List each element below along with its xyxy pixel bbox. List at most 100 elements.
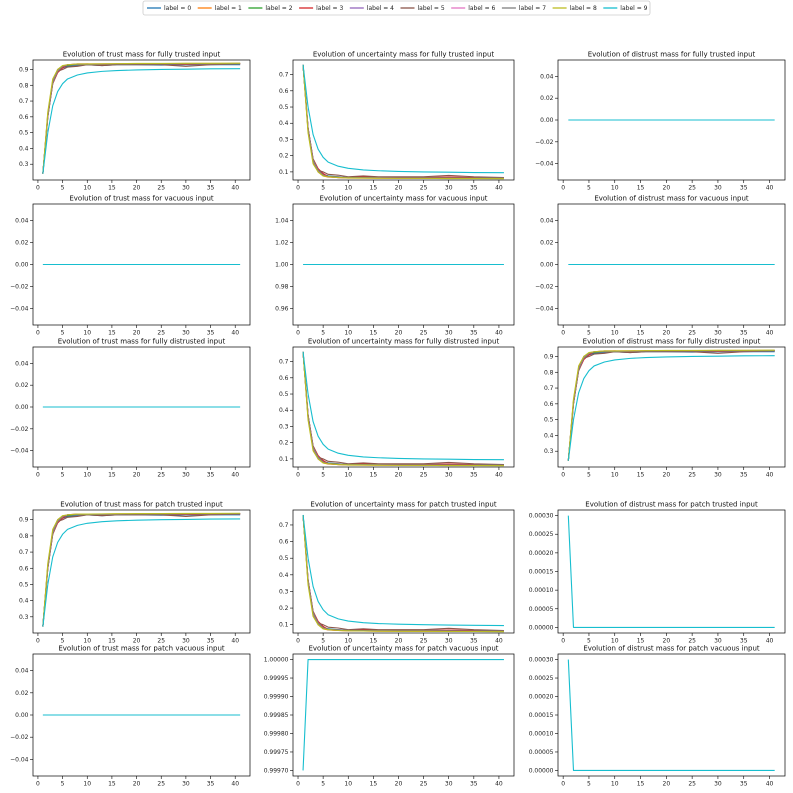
subplot-title: Evolution of trust mass for patch vacuou… <box>58 645 225 653</box>
axes-frame <box>292 203 515 326</box>
x-tick-label: 30 <box>445 638 453 645</box>
y-tick-label: 0.1 <box>279 456 289 463</box>
x-tick-label: 5 <box>61 330 65 337</box>
series-line-4 <box>567 350 775 461</box>
x-tick-label: 20 <box>395 638 403 645</box>
subplot-7: Evolution of trust mass for fully distru… <box>10 338 251 479</box>
y-tick-label: 0.02 <box>15 382 29 389</box>
y-tick-label: 0.1 <box>279 622 289 629</box>
x-tick-label: 25 <box>420 472 428 479</box>
legend-label: label = 0 <box>164 5 191 12</box>
x-tick-label: 5 <box>61 638 65 645</box>
y-tick-label: 0.00005 <box>529 749 554 756</box>
x-tick-label: 25 <box>688 472 696 479</box>
y-tick-label: 0.5 <box>279 391 289 398</box>
y-tick-label: 0.00025 <box>529 531 554 538</box>
x-tick-label: 35 <box>740 472 748 479</box>
y-tick-label: −0.04 <box>10 756 29 763</box>
y-tick-label: 0.7 <box>279 359 289 366</box>
x-tick-label: 20 <box>663 781 671 788</box>
subplot-9: Evolution of distrust mass for fully dis… <box>544 338 786 479</box>
x-tick-label: 10 <box>611 638 619 645</box>
x-tick-label: 35 <box>470 185 478 192</box>
x-tick-label: 25 <box>420 638 428 645</box>
x-tick-label: 10 <box>83 638 91 645</box>
x-tick-label: 15 <box>108 330 116 337</box>
series-line-0 <box>302 514 504 632</box>
legend-label: label = 6 <box>468 5 495 12</box>
x-tick-label: 30 <box>182 472 190 479</box>
series-line-9 <box>302 514 504 627</box>
series-group <box>302 658 504 771</box>
x-tick-label: 10 <box>83 472 91 479</box>
y-tick-label: 0.3 <box>279 588 289 595</box>
legend-label: label = 2 <box>265 5 292 12</box>
y-tick-label: 0.00 <box>15 262 29 269</box>
y-tick-label: 0.9 <box>19 66 29 73</box>
legend-label: label = 7 <box>519 5 546 12</box>
series-line-6 <box>567 349 775 461</box>
x-tick-label: 25 <box>157 330 165 337</box>
y-tick-label: −0.04 <box>10 448 29 455</box>
series-line-0 <box>567 351 775 461</box>
y-tick-label: 0.02 <box>15 240 29 247</box>
x-tick-label: 40 <box>766 472 774 479</box>
subplot-13: Evolution of trust mass for patch vacuou… <box>10 645 251 788</box>
axes-frame <box>292 509 515 634</box>
x-tick-label: 40 <box>231 330 239 337</box>
x-tick-label: 10 <box>611 781 619 788</box>
x-tick-label: 40 <box>495 185 503 192</box>
x-tick-label: 10 <box>344 781 352 788</box>
x-tick-label: 15 <box>108 185 116 192</box>
y-tick-label: 0.6 <box>544 401 554 408</box>
x-tick-label: 35 <box>207 781 215 788</box>
series-line-0 <box>302 351 504 466</box>
axes-frame <box>32 653 251 777</box>
x-tick-label: 15 <box>108 781 116 788</box>
y-tick-label: 0.99990 <box>264 694 289 701</box>
y-tick-label: 0.3 <box>19 614 29 621</box>
x-tick-label: 35 <box>740 185 748 192</box>
y-tick-label: 0.5 <box>19 130 29 137</box>
y-tick-label: 0.00000 <box>529 624 554 631</box>
series-line-2 <box>42 62 241 174</box>
y-tick-label: 0.00005 <box>529 606 554 613</box>
x-tick-label: 20 <box>663 185 671 192</box>
series-line-4 <box>302 351 504 466</box>
x-tick-label: 40 <box>495 472 503 479</box>
y-tick-label: 0.99985 <box>264 712 289 719</box>
x-tick-label: 0 <box>296 638 300 645</box>
y-tick-label: −0.04 <box>10 306 29 313</box>
series-group <box>302 351 504 467</box>
series-line-2 <box>302 514 504 632</box>
x-tick-label: 30 <box>445 330 453 337</box>
x-tick-label: 0 <box>561 638 565 645</box>
y-tick-label: −0.02 <box>10 734 29 741</box>
y-tick-label: 0.00015 <box>529 712 554 719</box>
subplot-15: Evolution of distrust mass for patch vac… <box>529 645 786 788</box>
axes-frame <box>557 59 786 181</box>
series-line-4 <box>302 514 504 632</box>
axes-frame <box>557 203 786 326</box>
series-line-7 <box>42 513 241 627</box>
x-tick-label: 5 <box>321 330 325 337</box>
x-tick-label: 30 <box>182 781 190 788</box>
x-tick-label: 15 <box>370 472 378 479</box>
y-tick-label: 0.6 <box>279 375 289 382</box>
x-tick-label: 0 <box>561 330 565 337</box>
y-tick-label: 0.02 <box>540 95 554 102</box>
y-tick-label: 0.04 <box>15 218 29 225</box>
series-line-1 <box>302 351 504 466</box>
x-tick-label: 15 <box>637 185 645 192</box>
y-tick-label: 0.02 <box>540 240 554 247</box>
subplot-title: Evolution of distrust mass for fully tru… <box>588 51 756 59</box>
series-group <box>567 659 775 772</box>
y-tick-label: 0.99995 <box>264 675 289 682</box>
y-tick-label: 0.7 <box>19 549 29 556</box>
x-tick-label: 5 <box>61 185 65 192</box>
x-tick-label: 40 <box>231 638 239 645</box>
legend-label: label = 9 <box>620 5 647 12</box>
series-line-0 <box>567 659 775 772</box>
y-tick-label: 0.4 <box>544 432 554 439</box>
x-tick-label: 10 <box>344 638 352 645</box>
